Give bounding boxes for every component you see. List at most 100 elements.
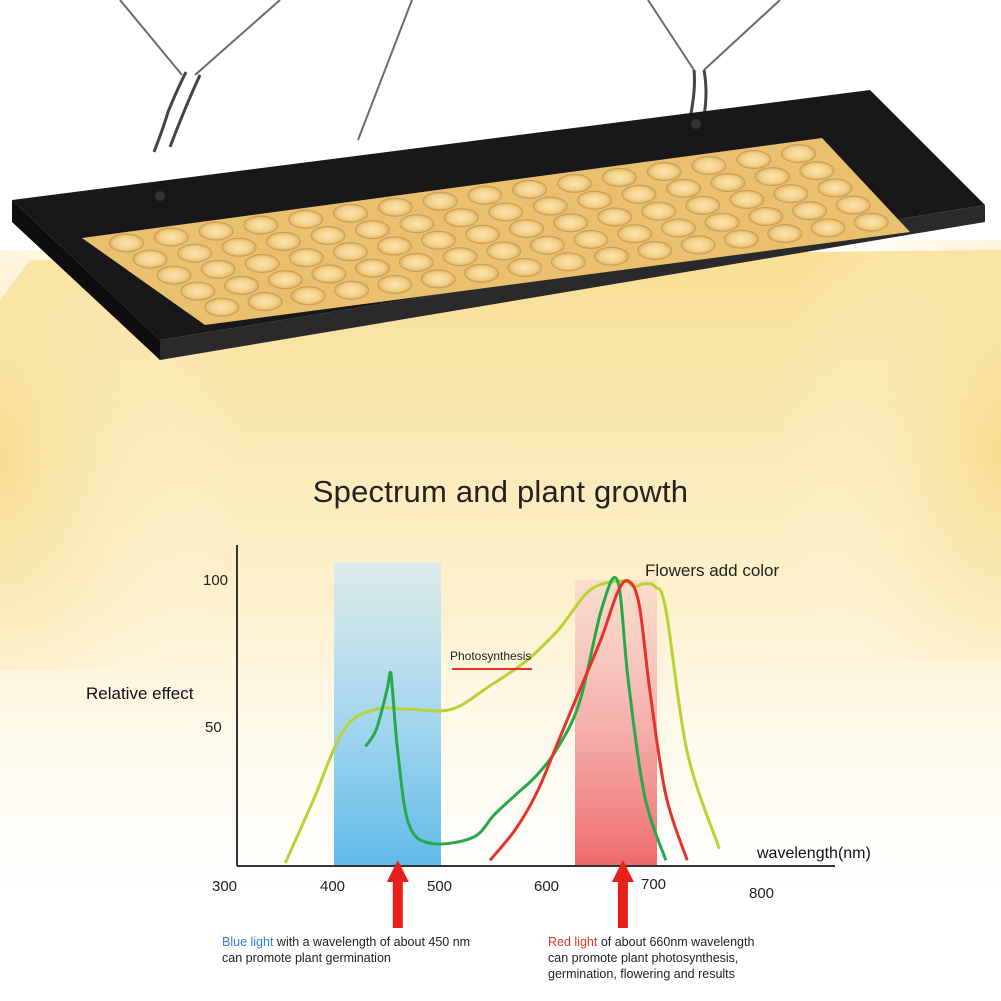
blue-band bbox=[334, 562, 441, 866]
led-bead bbox=[767, 224, 803, 244]
led-bead bbox=[333, 203, 368, 223]
led-bead bbox=[507, 258, 543, 277]
led-bead bbox=[736, 150, 772, 169]
led-bead bbox=[180, 281, 216, 301]
series-layer bbox=[283, 576, 721, 864]
led-bead bbox=[594, 246, 629, 266]
led-bead bbox=[799, 161, 835, 181]
series-line-0 bbox=[283, 579, 721, 864]
led-bead bbox=[666, 178, 701, 198]
series-line-1 bbox=[364, 576, 668, 861]
led-bead bbox=[464, 263, 499, 283]
led-bead bbox=[311, 264, 347, 284]
led-bead bbox=[288, 248, 324, 268]
led-bead bbox=[288, 209, 324, 229]
led-bead bbox=[601, 167, 637, 187]
wavelength-arrow-0 bbox=[386, 860, 409, 928]
led-bead bbox=[637, 241, 673, 260]
blue-light-highlight: Blue light bbox=[222, 935, 274, 949]
x-axis-label: wavelength(nm) bbox=[757, 845, 871, 862]
led-bead bbox=[221, 237, 257, 257]
led-bead bbox=[443, 208, 479, 228]
led-bead bbox=[573, 230, 609, 249]
red-light-highlight: Red light bbox=[548, 935, 598, 949]
x-tick-500: 500 bbox=[427, 878, 453, 895]
led-bead bbox=[310, 226, 346, 245]
red-band bbox=[575, 580, 657, 866]
led-bead bbox=[224, 275, 259, 295]
led-bead bbox=[509, 219, 544, 239]
led-bead bbox=[247, 292, 283, 311]
led-bead bbox=[422, 191, 458, 211]
led-bead bbox=[398, 252, 434, 272]
led-bead bbox=[376, 236, 412, 256]
led-bead bbox=[420, 230, 456, 250]
led-grid bbox=[108, 144, 889, 317]
led-bead bbox=[420, 269, 456, 289]
led-bead bbox=[553, 213, 589, 233]
y-axis-label: Relative effect bbox=[86, 684, 194, 703]
led-bead bbox=[399, 214, 435, 234]
led-bead bbox=[529, 235, 565, 255]
photosynthesis-annotation: Photosynthesis bbox=[450, 649, 532, 663]
led-bead bbox=[773, 184, 809, 204]
led-bead bbox=[267, 270, 303, 290]
led-bead bbox=[486, 241, 522, 261]
led-bead bbox=[550, 252, 586, 272]
led-bead bbox=[835, 195, 871, 215]
y-tick-50: 50 bbox=[205, 719, 222, 736]
led-bead bbox=[266, 231, 301, 251]
led-bead bbox=[467, 185, 503, 205]
led-bead bbox=[853, 212, 889, 232]
led-bead bbox=[488, 202, 524, 222]
led-bead bbox=[332, 242, 368, 262]
led-bead bbox=[200, 259, 236, 279]
chart-title: Spectrum and plant growth bbox=[312, 474, 689, 509]
red-light-text-2: can promote plant photosynthesis, bbox=[548, 951, 739, 965]
red-light-text-1: of about 660nm wavelength bbox=[597, 935, 755, 949]
led-bead bbox=[691, 156, 727, 175]
led-bead bbox=[792, 201, 827, 221]
led-bead bbox=[442, 247, 478, 267]
led-bead bbox=[354, 220, 390, 240]
led-bead bbox=[377, 275, 413, 294]
blue-light-note: Blue light with a wavelength of about 45… bbox=[222, 934, 470, 966]
led-bead bbox=[810, 218, 846, 238]
led-bead bbox=[156, 265, 192, 285]
led-bead bbox=[355, 258, 391, 278]
wavelength-arrow-1 bbox=[611, 860, 634, 928]
led-bead bbox=[660, 218, 696, 238]
led-bead bbox=[377, 197, 413, 217]
x-tick-600: 600 bbox=[534, 878, 560, 895]
led-bead bbox=[621, 184, 657, 204]
y-tick-100: 100 bbox=[203, 572, 229, 589]
led-bead bbox=[781, 144, 817, 164]
series-line-2 bbox=[488, 579, 689, 862]
led-bead bbox=[177, 243, 213, 263]
led-bead bbox=[557, 173, 592, 193]
led-bead bbox=[680, 235, 716, 255]
hanging-cables bbox=[119, 0, 781, 141]
led-bead bbox=[204, 297, 240, 317]
blue-light-text-1: with a wavelength of about 450 nm bbox=[273, 935, 471, 949]
led-bead bbox=[641, 201, 677, 221]
led-bead bbox=[465, 224, 500, 244]
x-tick-700: 700 bbox=[641, 876, 667, 893]
led-bead bbox=[153, 227, 189, 247]
led-bead bbox=[704, 212, 740, 232]
x-tick-800: 800 bbox=[749, 885, 775, 902]
flowers-annotation: Flowers add color bbox=[645, 561, 780, 580]
red-light-text-3: germination, flowering and results bbox=[548, 967, 735, 981]
led-bead bbox=[243, 215, 279, 235]
led-bead bbox=[646, 162, 682, 181]
led-bead bbox=[334, 280, 370, 300]
led-bead bbox=[244, 254, 280, 273]
led-bead bbox=[817, 178, 853, 198]
blue-light-text-2: can promote plant germination bbox=[222, 951, 391, 965]
led-bead bbox=[723, 229, 759, 249]
led-bead bbox=[512, 179, 548, 199]
led-bead bbox=[710, 173, 746, 192]
led-bead bbox=[597, 207, 633, 227]
led-bead bbox=[577, 190, 613, 210]
